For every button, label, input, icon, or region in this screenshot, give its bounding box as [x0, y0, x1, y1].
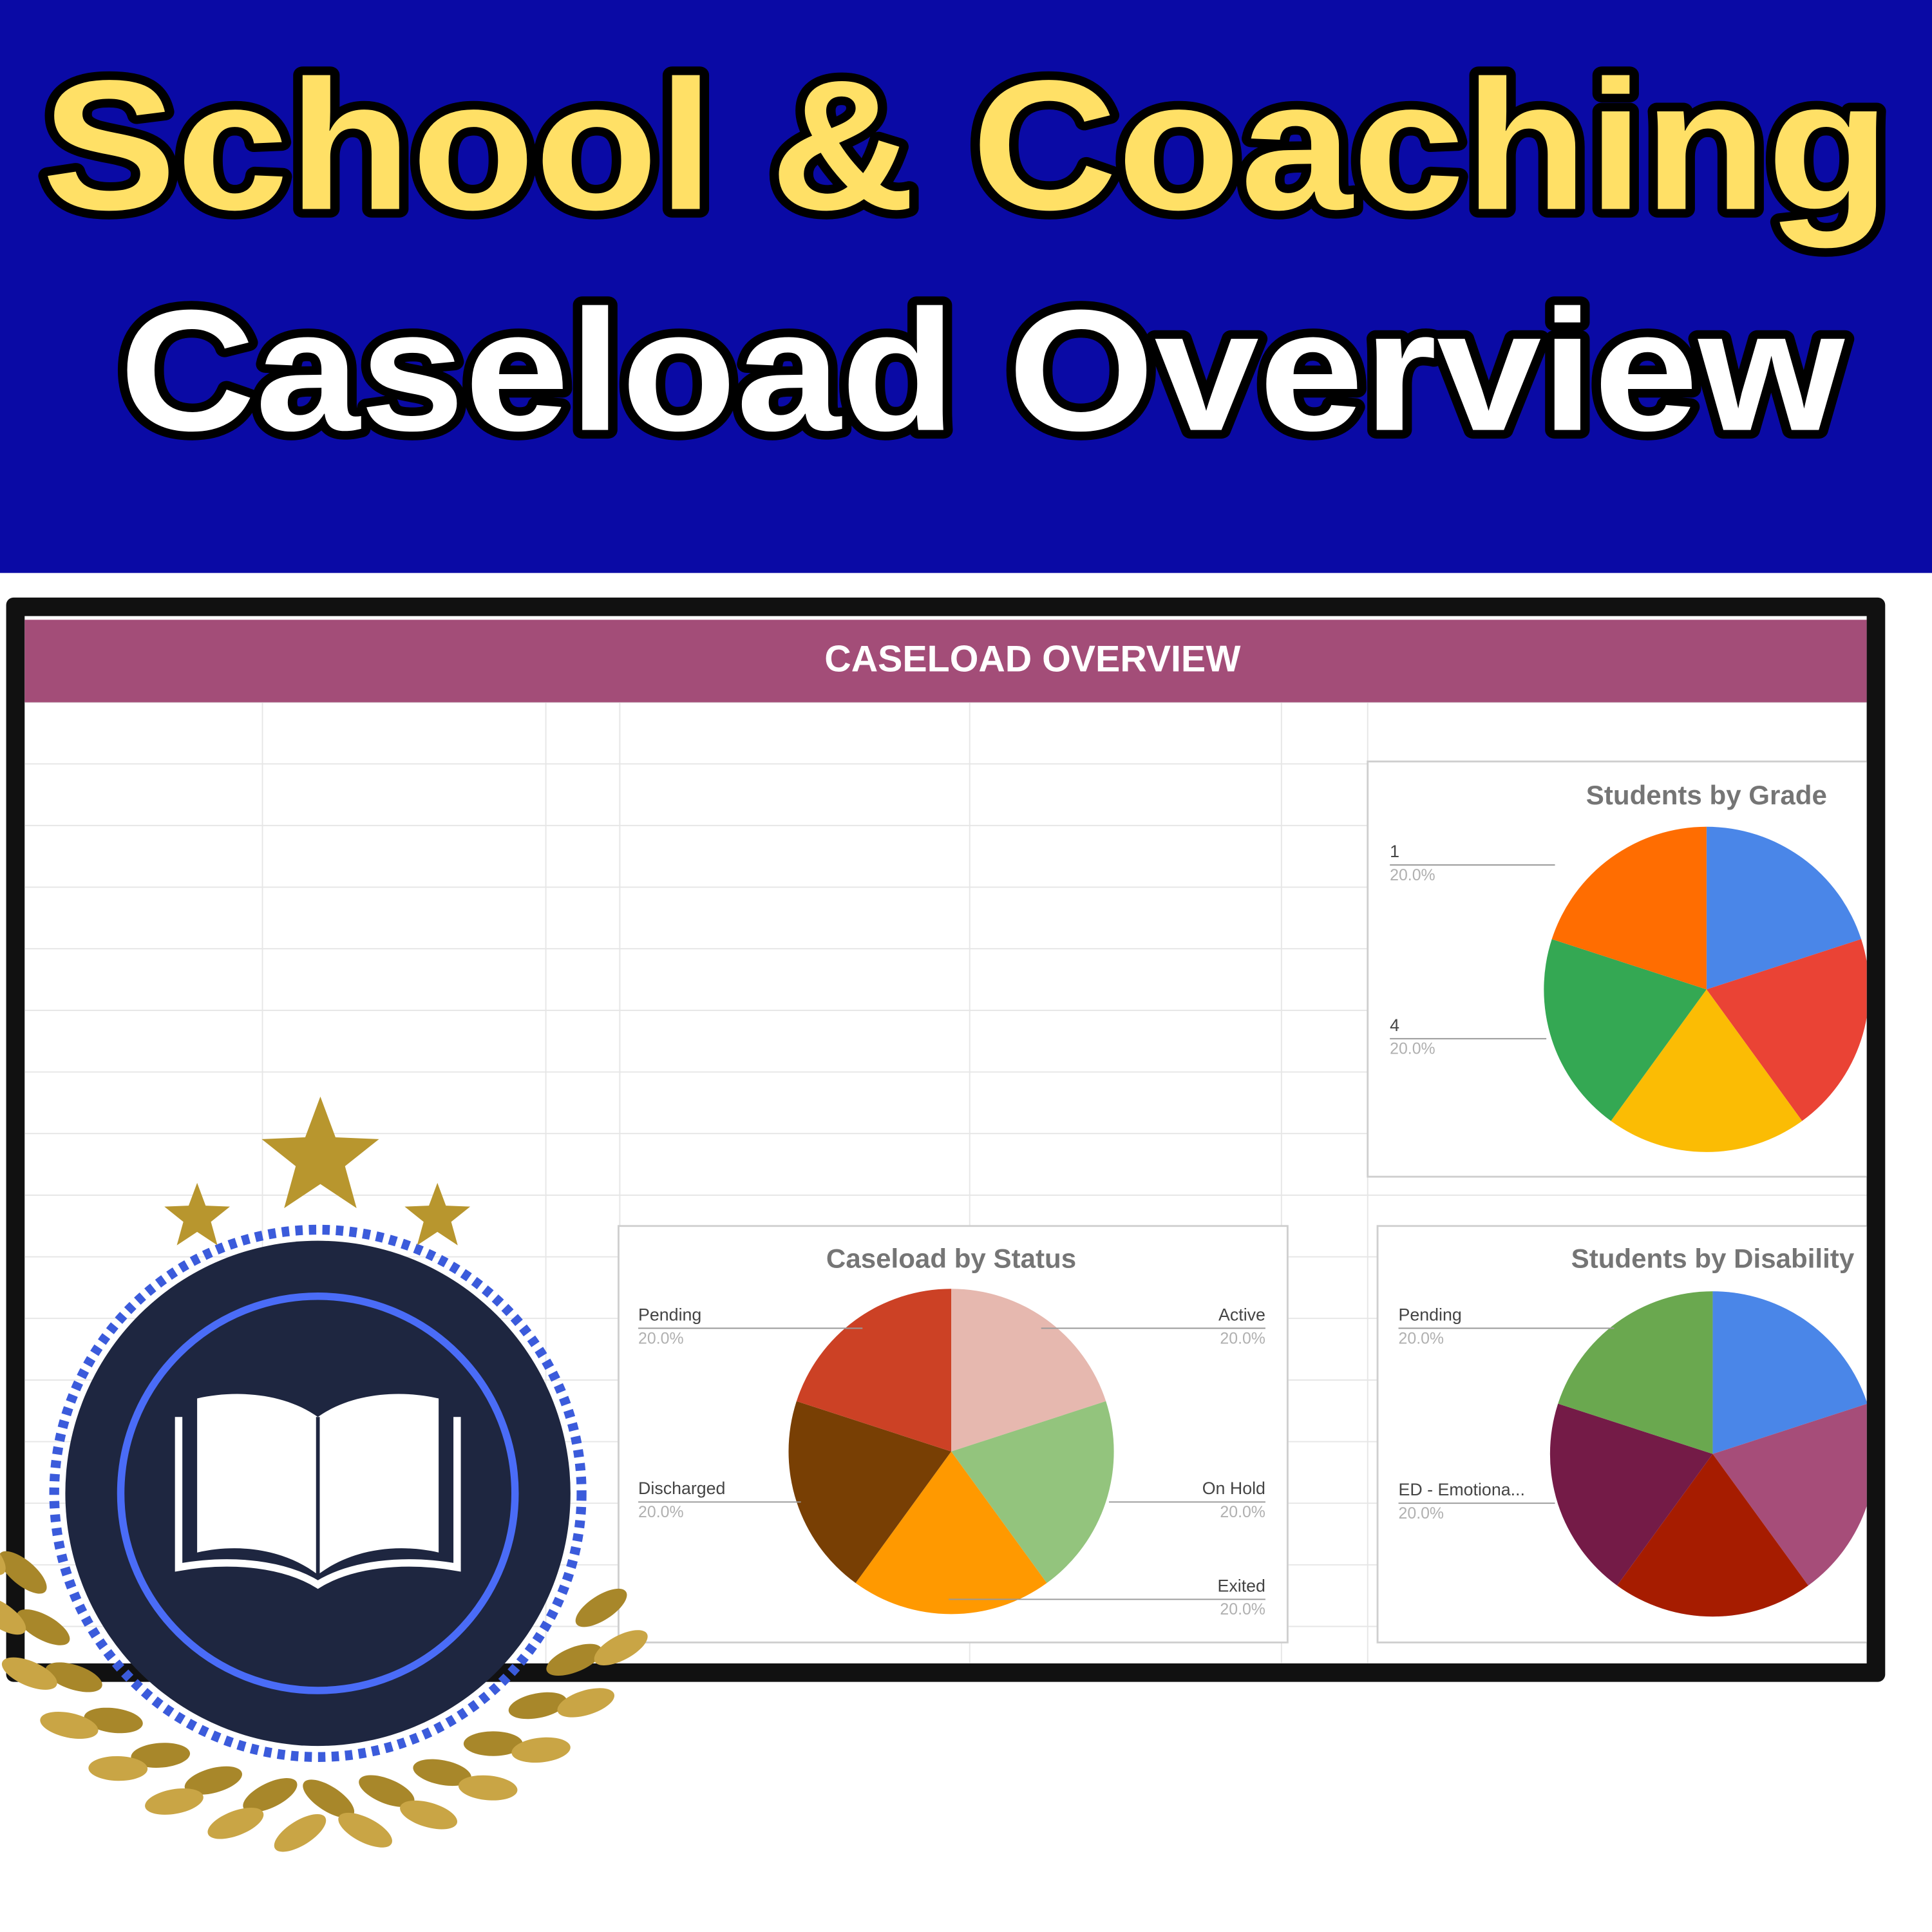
laurel-leaf: [1, 1657, 57, 1690]
slice-value-label: 20.0%: [1220, 1503, 1265, 1521]
laurel-leaf: [508, 1692, 567, 1719]
laurel-leaf: [145, 1788, 204, 1815]
slice-value-label: 20.0%: [1399, 1504, 1444, 1522]
slice-label: Discharged: [638, 1479, 725, 1498]
pie-slice: [1616, 1454, 1808, 1617]
pie-slice: [1706, 826, 1862, 990]
slice-label: Active: [1218, 1305, 1265, 1324]
laurel-leaf: [40, 1712, 99, 1739]
laurel-leaf: [546, 1643, 602, 1676]
laurel-leaf: [359, 1775, 415, 1807]
laurel-leaf: [400, 1800, 457, 1830]
laurel-leaf: [243, 1778, 298, 1813]
pie-slice: [1544, 939, 1707, 1121]
chart-title: Students by Grade: [1586, 780, 1827, 810]
chart-title: Students by Disability: [1571, 1243, 1855, 1273]
slice-label: 1: [1390, 842, 1399, 861]
dashboard-header: [24, 620, 1867, 703]
book-right-page: [317, 1394, 439, 1575]
pie-slice: [788, 1401, 952, 1584]
slice-label: Pending: [638, 1305, 701, 1324]
laurel-leaf: [303, 1779, 355, 1818]
laurel-leaf: [0, 1551, 47, 1594]
star: [164, 1182, 231, 1245]
stars: [164, 1096, 471, 1245]
pie-slice: [796, 1289, 952, 1452]
badge-scallop: [49, 1224, 587, 1762]
pie-slice: [1712, 1291, 1867, 1454]
star: [261, 1096, 379, 1208]
laurel-leaf: [594, 1630, 648, 1666]
slice-value-label: 20.0%: [1399, 1329, 1444, 1347]
pie-slice: [855, 1451, 1047, 1615]
laurel-leaf: [511, 1737, 571, 1763]
laurel-leaf: [463, 1731, 523, 1756]
laurel-leaf: [458, 1775, 518, 1801]
slice-label: On Hold: [1202, 1479, 1265, 1498]
pie-slice: [1549, 1403, 1713, 1586]
slice-value-label: 20.0%: [638, 1329, 684, 1347]
laurel-leaf: [274, 1814, 327, 1852]
laurel-leaf: [45, 1662, 102, 1692]
pie-slice: [951, 1289, 1106, 1452]
slice-label: Pending: [1399, 1305, 1462, 1324]
slice-value-label: 20.0%: [1390, 866, 1435, 884]
slice-value-label: 20.0%: [1390, 1040, 1435, 1058]
laurel-leaf: [413, 1759, 471, 1786]
slice-value-label: 20.0%: [638, 1503, 684, 1521]
dashboard-title: CASELOAD OVERVIEW: [824, 639, 1241, 680]
slice-label: Exited: [1218, 1576, 1265, 1595]
badge-ring: [117, 1293, 519, 1694]
pie-slice: [1712, 1403, 1867, 1586]
slice-label: 4: [1390, 1016, 1399, 1035]
slice-value-label: 20.0%: [1220, 1329, 1265, 1347]
laurel-leaf: [184, 1766, 242, 1795]
laurel-leaf: [131, 1743, 191, 1768]
laurel-leaf: [88, 1756, 148, 1781]
laurel-leaf: [575, 1588, 627, 1627]
badge: [0, 1096, 648, 1852]
laurel-leaf: [16, 1609, 70, 1645]
pie-slice: [951, 1401, 1114, 1584]
slice-label: ED - Emotiona...: [1399, 1480, 1525, 1499]
banner-title: School & Coaching: [42, 42, 1890, 250]
laurel-leaf: [207, 1807, 264, 1839]
laurel-leaf: [0, 1595, 26, 1635]
book-left-page: [197, 1394, 318, 1575]
laurel-leaf: [338, 1812, 392, 1848]
star: [404, 1182, 471, 1245]
pie-slice: [1551, 826, 1707, 990]
pie-slice: [1706, 939, 1867, 1121]
banner-subtitle: Caseload Overview: [120, 274, 1846, 467]
chart-title: Caseload by Status: [826, 1243, 1076, 1273]
pie-slice: [1611, 989, 1803, 1152]
charts: Students by Grade 4 20.0% 1 20.0% Caseload by…: [618, 760, 1867, 1643]
laurel-leaf: [557, 1688, 615, 1718]
slice-value-label: 20.0%: [1220, 1600, 1265, 1618]
pie-slice: [1558, 1291, 1713, 1454]
laurel: [0, 1530, 648, 1852]
banner: [0, 0, 1932, 573]
book-cover: [175, 1417, 461, 1589]
laurel-leaf: [84, 1707, 143, 1734]
